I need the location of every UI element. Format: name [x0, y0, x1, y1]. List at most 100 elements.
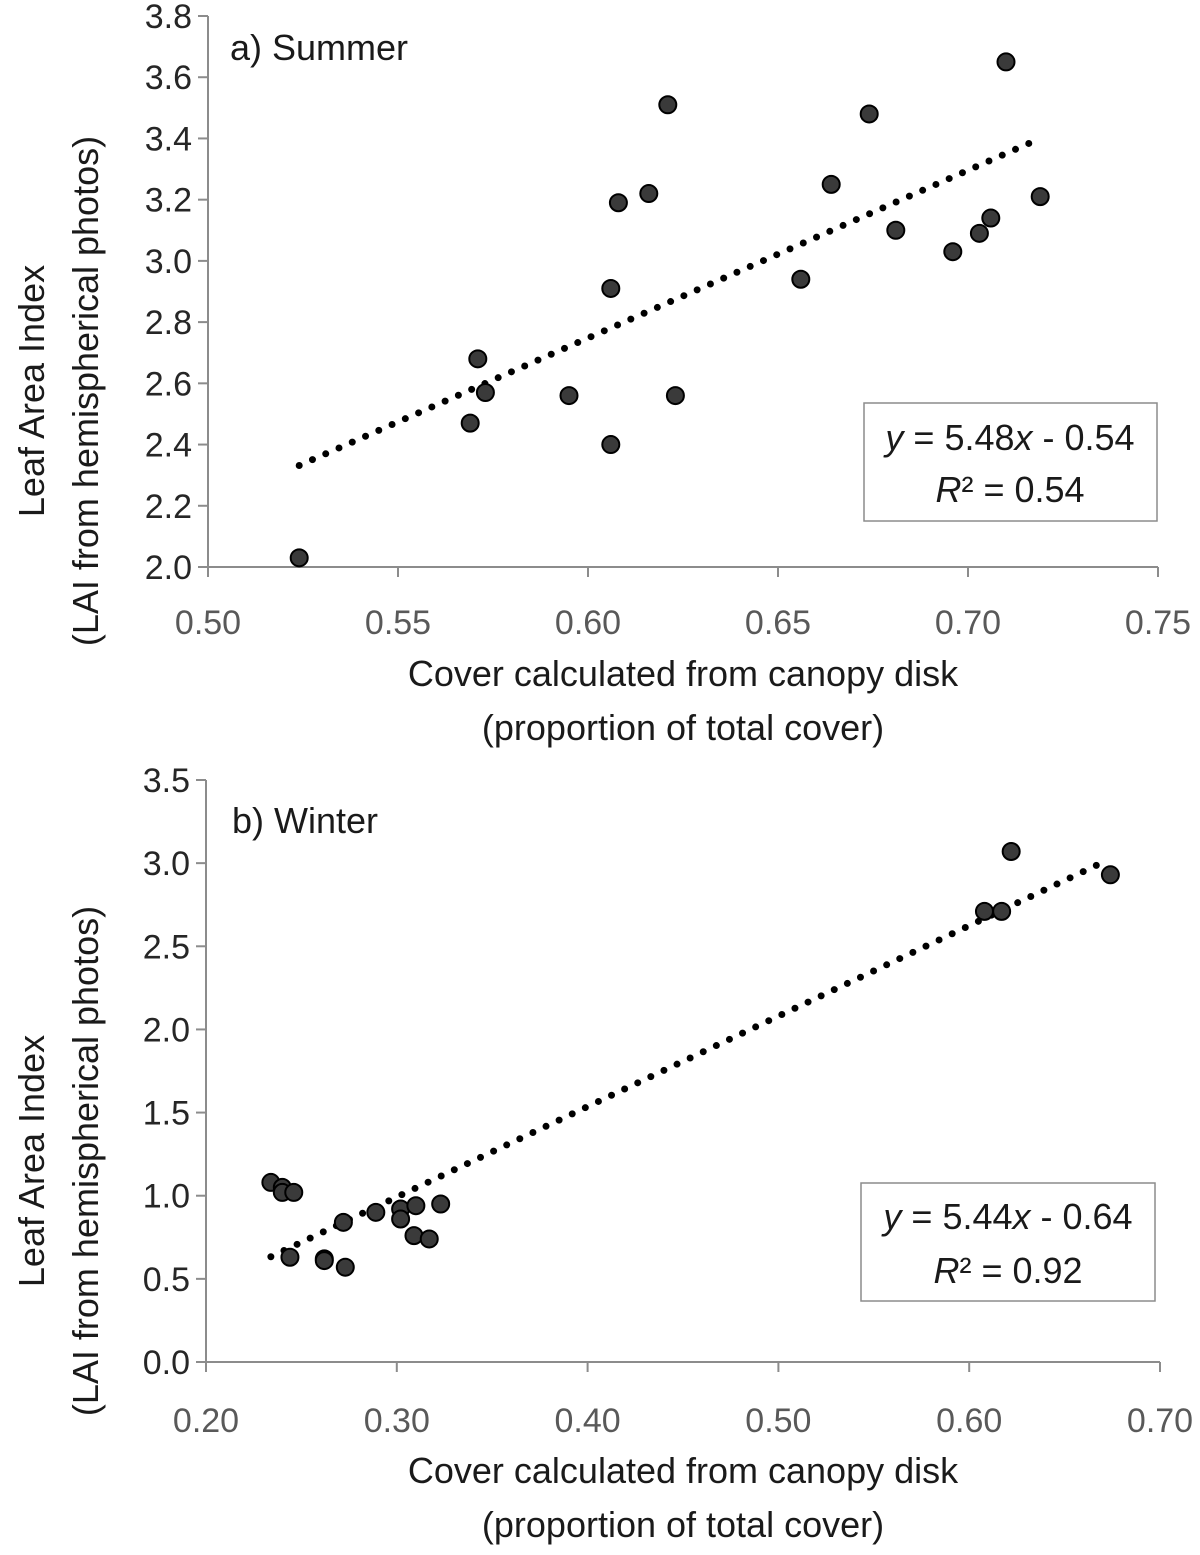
summer-trendline [295, 134, 1044, 470]
summer-equation-box: y = 5.48x - 0.54 R² = 0.54 [863, 402, 1158, 522]
summer-x-tick-label: 0.50 [175, 604, 241, 642]
summer-eq-slope: = 5.48 [903, 417, 1014, 458]
winter-x-tick-label: 0.50 [745, 1402, 811, 1440]
summer-x-tick-label: 0.65 [745, 604, 811, 642]
summer-data-point [791, 269, 811, 289]
summer-data-point [289, 548, 309, 568]
summer-y-tick-label: 3.4 [145, 120, 192, 158]
winter-r-value: ² = 0.92 [959, 1250, 1082, 1291]
summer-x-axis-subtitle: (proportion of total cover) [482, 707, 884, 748]
winter-y-tick-label: 0.0 [143, 1344, 190, 1382]
winter-data-point [419, 1229, 439, 1249]
winter-panel-label: b) Winter [232, 800, 378, 841]
summer-r-symbol: R [935, 469, 961, 510]
summer-data-point [981, 208, 1001, 228]
winter-eq-intercept: - 0.64 [1031, 1196, 1133, 1237]
summer-eq-intercept: - 0.54 [1033, 417, 1135, 458]
summer-data-point [559, 386, 579, 406]
summer-x-axis-title: Cover calculated from canopy disk [408, 653, 959, 694]
winter-x-tick-label: 0.20 [173, 1402, 239, 1440]
summer-data-point [468, 349, 488, 369]
summer-data-point [886, 220, 906, 240]
summer-y-ticks: 2.0 2.2 2.4 2.6 2.8 3.0 3.2 3.4 3.6 3.8 [145, 0, 208, 587]
summer-data-point [658, 95, 678, 115]
summer-data-point [859, 104, 879, 124]
summer-data-point [608, 193, 628, 213]
winter-data-point [333, 1212, 353, 1232]
summer-data-point [996, 52, 1016, 72]
summer-eq-y: y [882, 417, 905, 458]
winter-y-tick-label: 0.5 [143, 1261, 190, 1299]
summer-points [289, 52, 1050, 568]
winter-x-axis-title: Cover calculated from canopy disk [408, 1450, 959, 1491]
winter-trendline [267, 857, 1111, 1261]
winter-r-symbol: R [933, 1250, 959, 1291]
winter-y-tick-label: 1.5 [143, 1095, 190, 1133]
winter-equation-box: y = 5.44x - 0.64 R² = 0.92 [860, 1182, 1156, 1302]
winter-eq-x: x [1011, 1196, 1033, 1237]
summer-data-point [475, 383, 495, 403]
winter-data-point [404, 1226, 424, 1246]
winter-y-tick-label: 2.0 [143, 1011, 190, 1049]
winter-data-point [280, 1247, 300, 1267]
winter-x-ticks: 0.20 0.30 0.40 0.50 0.60 0.70 [173, 1362, 1193, 1440]
winter-y-tick-label: 1.0 [143, 1178, 190, 1216]
winter-y-tick-label: 3.0 [143, 845, 190, 883]
winter-data-point [992, 901, 1012, 921]
winter-eq-slope: = 5.44 [901, 1196, 1012, 1237]
winter-x-tick-label: 0.60 [936, 1402, 1002, 1440]
summer-panel-label: a) Summer [230, 27, 408, 68]
summer-panel: Leaf Area Index (LAI from hemispherical … [11, 0, 1191, 748]
summer-data-point [460, 413, 480, 433]
summer-y-tick-label: 3.0 [145, 243, 192, 281]
winter-data-point [974, 901, 994, 921]
summer-data-point [821, 174, 841, 194]
winter-data-point [335, 1257, 355, 1277]
winter-data-point [431, 1194, 451, 1214]
summer-y-tick-label: 2.4 [145, 427, 192, 465]
summer-y-tick-label: 3.6 [145, 59, 192, 97]
winter-equation-frame [860, 1182, 1156, 1302]
winter-equation: y = 5.44x - 0.64 [880, 1196, 1132, 1237]
summer-data-point [601, 435, 621, 455]
winter-data-point [391, 1209, 411, 1229]
summer-y-tick-label: 2.0 [145, 549, 192, 587]
summer-data-point [601, 278, 621, 298]
winter-data-point [1100, 865, 1120, 885]
summer-x-tick-label: 0.75 [1125, 604, 1191, 642]
summer-data-point [639, 184, 659, 204]
winter-y-tick-label: 3.5 [143, 762, 190, 800]
winter-y-axis-title: Leaf Area Index [11, 1035, 52, 1287]
winter-points [261, 842, 1120, 1277]
winter-y-tick-label: 2.5 [143, 928, 190, 966]
summer-data-point [969, 223, 989, 243]
winter-x-axis-subtitle: (proportion of total cover) [482, 1504, 884, 1545]
winter-x-tick-label: 0.70 [1127, 1402, 1193, 1440]
summer-eq-x: x [1013, 417, 1035, 458]
winter-data-point [1001, 842, 1021, 862]
summer-data-point [665, 386, 685, 406]
summer-y-axis-subtitle: (LAI from hemispherical photos) [65, 136, 106, 646]
summer-equation-frame [863, 402, 1158, 522]
summer-data-point [1030, 187, 1050, 207]
summer-y-axis-title: Leaf Area Index [11, 265, 52, 517]
summer-r-value: ² = 0.54 [961, 469, 1084, 510]
summer-y-tick-label: 2.2 [145, 488, 192, 526]
summer-equation: y = 5.48x - 0.54 [882, 417, 1134, 458]
summer-y-tick-label: 2.6 [145, 365, 192, 403]
winter-x-tick-label: 0.40 [555, 1402, 621, 1440]
summer-y-tick-label: 3.2 [145, 182, 192, 220]
winter-y-ticks: 0.0 0.5 1.0 1.5 2.0 2.5 3.0 3.5 [143, 762, 206, 1382]
summer-x-tick-label: 0.60 [555, 604, 621, 642]
winter-y-axis-subtitle: (LAI from hemispherical photos) [65, 906, 106, 1416]
winter-data-point [284, 1182, 304, 1202]
summer-x-ticks: 0.50 0.55 0.60 0.65 0.70 0.75 [175, 567, 1191, 642]
summer-x-tick-label: 0.70 [935, 604, 1001, 642]
winter-data-point [366, 1202, 386, 1222]
winter-data-point [314, 1251, 334, 1271]
winter-eq-y: y [880, 1196, 903, 1237]
winter-r-squared: R² = 0.92 [933, 1250, 1082, 1291]
summer-y-tick-label: 2.8 [145, 304, 192, 342]
summer-r-squared: R² = 0.54 [935, 469, 1084, 510]
